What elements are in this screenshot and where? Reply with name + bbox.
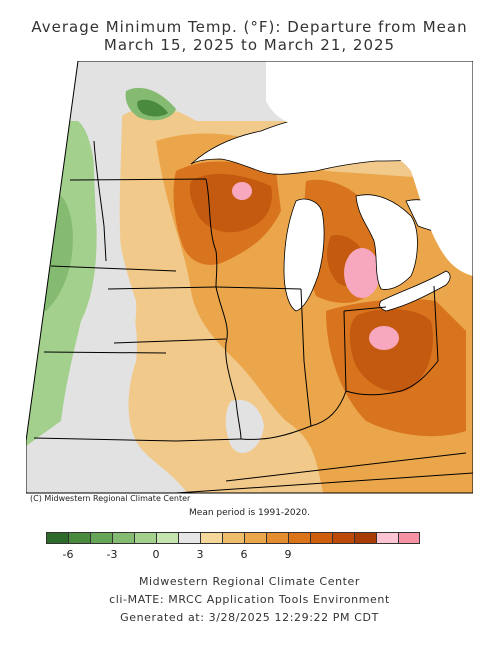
map-title-line-1: Average Minimum Temp. (°F): Departure fr… bbox=[31, 18, 468, 36]
canada-white-area bbox=[266, 61, 473, 276]
neutral-band-west bbox=[78, 91, 137, 451]
temperature-departure-map bbox=[26, 61, 473, 494]
pink-maximum-michigan bbox=[344, 248, 380, 298]
lake-michigan bbox=[283, 198, 325, 312]
footer-line-1: Midwestern Regional Climate Center bbox=[138, 575, 361, 588]
legend-swatch bbox=[134, 532, 156, 544]
legend-tick-label: -6 bbox=[62, 548, 74, 561]
legend-swatch bbox=[376, 532, 398, 544]
legend-swatch bbox=[178, 532, 200, 544]
legend-tick-label: 9 bbox=[284, 548, 292, 561]
pink-maximum-ohio bbox=[369, 326, 399, 350]
legend-swatch bbox=[112, 532, 134, 544]
legend-tick-label: 6 bbox=[240, 548, 248, 561]
footer-line-2: cli-MATE: MRCC Application Tools Environ… bbox=[109, 593, 390, 606]
mean-period-note: Mean period is 1991-2020. bbox=[189, 508, 310, 518]
legend-swatch bbox=[90, 532, 112, 544]
dark-green-patch-north bbox=[137, 99, 168, 117]
legend-swatch bbox=[354, 532, 376, 544]
legend-swatch bbox=[310, 532, 332, 544]
legend-swatch bbox=[68, 532, 90, 544]
lake-erie bbox=[379, 270, 451, 312]
legend-swatch bbox=[288, 532, 310, 544]
legend-swatch bbox=[398, 532, 420, 544]
copyright-label: (C) Midwestern Regional Climate Center bbox=[30, 494, 191, 503]
legend-swatch bbox=[244, 532, 266, 544]
map-border bbox=[26, 61, 473, 494]
legend-swatch bbox=[266, 532, 288, 544]
legend-tick-label: 0 bbox=[152, 548, 160, 561]
legend-tick-label: -3 bbox=[106, 548, 118, 561]
color-legend bbox=[46, 532, 420, 544]
map-title-line-2: March 15, 2025 to March 21, 2025 bbox=[103, 36, 396, 54]
pink-maximum-wisconsin bbox=[232, 182, 252, 200]
legend-swatch bbox=[156, 532, 178, 544]
legend-swatch bbox=[222, 532, 244, 544]
legend-tick-label: 3 bbox=[196, 548, 204, 561]
footer-line-3: Generated at: 3/28/2025 12:29:22 PM CDT bbox=[120, 611, 379, 624]
legend-swatch bbox=[46, 532, 68, 544]
rust-ohio bbox=[349, 309, 434, 392]
legend-swatch bbox=[200, 532, 222, 544]
state-borders bbox=[33, 140, 473, 493]
lake-huron bbox=[355, 194, 418, 290]
legend-swatch bbox=[332, 532, 354, 544]
